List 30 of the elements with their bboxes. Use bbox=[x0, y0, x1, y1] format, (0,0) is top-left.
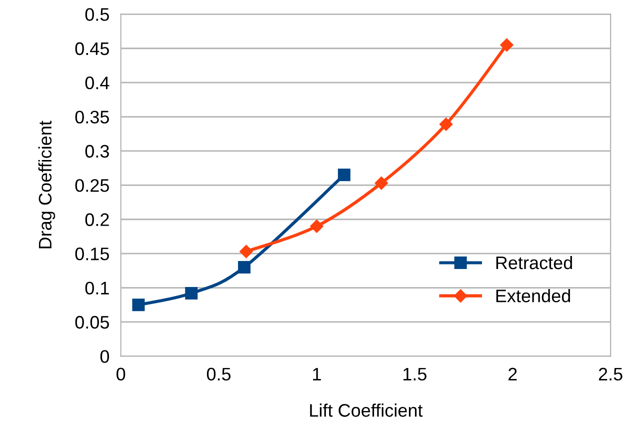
point bbox=[500, 38, 514, 52]
y-tick-label: 0.35 bbox=[75, 110, 109, 124]
legend-label: Extended bbox=[496, 289, 570, 302]
y-tick-label: 0.25 bbox=[75, 179, 109, 192]
x-tick-label: 2.5 bbox=[598, 368, 622, 381]
y-tick-label: 0.5 bbox=[85, 8, 109, 21]
y-tick-label: 0.15 bbox=[75, 248, 109, 260]
point bbox=[185, 286, 198, 300]
point bbox=[240, 244, 253, 258]
x-tick-label: 1.5 bbox=[404, 368, 426, 381]
y-axis-title: Drag Coefficient bbox=[38, 120, 56, 248]
point bbox=[439, 118, 453, 131]
x-tick-label: 1 bbox=[313, 368, 321, 380]
point bbox=[338, 168, 350, 182]
y-tick-label: 0.3 bbox=[85, 144, 109, 158]
point bbox=[238, 261, 250, 274]
y-tick-label: 0.2 bbox=[85, 213, 109, 226]
x-tick-label: 0.5 bbox=[206, 368, 231, 381]
x-tick-label: 0 bbox=[116, 368, 126, 381]
point bbox=[374, 176, 388, 190]
point bbox=[310, 220, 324, 233]
y-tick-label: 0.05 bbox=[75, 316, 109, 329]
y-tick-label: 0.45 bbox=[75, 42, 109, 56]
x-tick-label: 2 bbox=[508, 368, 517, 380]
legend-label: Retracted bbox=[496, 256, 572, 270]
y-tick-label: 0.1 bbox=[85, 282, 109, 294]
point bbox=[132, 298, 145, 312]
x-axis-title: Lift Coefficient bbox=[310, 404, 423, 417]
y-tick-label: 0 bbox=[100, 350, 110, 363]
y-tick-label: 0.4 bbox=[85, 76, 110, 90]
